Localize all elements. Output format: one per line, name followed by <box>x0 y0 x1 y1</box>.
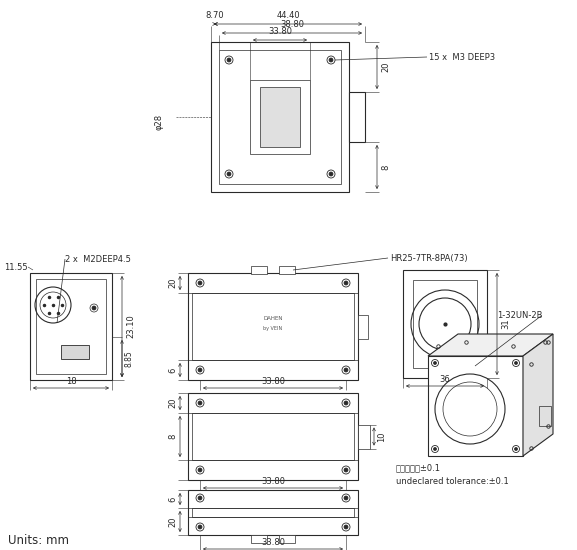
Text: DAHEN: DAHEN <box>263 316 283 321</box>
Circle shape <box>227 172 231 176</box>
Polygon shape <box>428 334 553 356</box>
Text: 23.10: 23.10 <box>126 315 135 338</box>
Circle shape <box>198 401 202 405</box>
Text: 8.85: 8.85 <box>124 350 133 367</box>
Bar <box>413 280 477 368</box>
Circle shape <box>433 361 436 365</box>
Circle shape <box>344 368 348 372</box>
Bar <box>192 508 354 517</box>
Circle shape <box>329 172 333 176</box>
Bar <box>192 293 354 360</box>
Text: undeclared tolerance:±0.1: undeclared tolerance:±0.1 <box>396 477 509 487</box>
Bar <box>403 270 487 378</box>
Text: 20: 20 <box>168 278 177 288</box>
Bar <box>211 42 349 192</box>
Circle shape <box>344 281 348 285</box>
Bar <box>251 535 267 543</box>
Circle shape <box>515 448 518 450</box>
Bar <box>358 315 368 338</box>
Bar <box>539 406 551 426</box>
Bar <box>349 92 365 142</box>
Bar <box>428 356 523 456</box>
Text: 8: 8 <box>168 434 177 439</box>
Bar <box>188 393 358 480</box>
Text: 33.80: 33.80 <box>261 477 285 486</box>
Text: 10: 10 <box>377 431 386 442</box>
Circle shape <box>329 58 333 62</box>
Circle shape <box>198 468 202 472</box>
Text: 20: 20 <box>168 398 177 408</box>
Circle shape <box>344 468 348 472</box>
Text: 20: 20 <box>168 516 177 527</box>
Text: 2 x  M2DEEP4.5: 2 x M2DEEP4.5 <box>65 255 131 263</box>
Bar <box>279 266 295 274</box>
Text: 6: 6 <box>168 496 177 502</box>
Bar <box>188 490 358 535</box>
Circle shape <box>198 281 202 285</box>
Text: 8.70: 8.70 <box>205 11 224 20</box>
Text: 6: 6 <box>168 367 177 373</box>
Circle shape <box>92 306 96 310</box>
Bar <box>192 413 354 460</box>
Circle shape <box>227 58 231 62</box>
Circle shape <box>433 448 436 450</box>
Text: 38.80: 38.80 <box>280 20 304 29</box>
Text: 11.55: 11.55 <box>5 262 28 272</box>
Bar <box>219 50 341 184</box>
Bar <box>250 80 310 154</box>
Text: 31: 31 <box>501 318 510 329</box>
Circle shape <box>198 496 202 500</box>
Bar <box>251 266 267 274</box>
Bar <box>188 273 358 380</box>
Text: HR25-7TR-8PA(73): HR25-7TR-8PA(73) <box>390 254 467 262</box>
Polygon shape <box>523 334 553 456</box>
Circle shape <box>198 368 202 372</box>
Text: 33.80: 33.80 <box>268 27 292 36</box>
Text: 36: 36 <box>440 375 451 384</box>
Text: 15 x  M3 DEEP3: 15 x M3 DEEP3 <box>429 52 495 62</box>
Text: Units: mm: Units: mm <box>8 534 69 547</box>
Bar <box>260 87 300 147</box>
Text: 18: 18 <box>66 377 76 386</box>
Bar <box>30 273 112 380</box>
Bar <box>279 535 295 543</box>
Circle shape <box>344 401 348 405</box>
Circle shape <box>515 361 518 365</box>
Text: 1-32UN-2B: 1-32UN-2B <box>497 311 543 321</box>
Bar <box>358 425 370 448</box>
Circle shape <box>344 496 348 500</box>
Text: 20: 20 <box>381 62 390 72</box>
Text: 33.80: 33.80 <box>261 377 285 386</box>
Text: 8: 8 <box>381 164 390 170</box>
Circle shape <box>344 525 348 529</box>
Circle shape <box>198 525 202 529</box>
Text: by VEIN: by VEIN <box>263 326 283 331</box>
Bar <box>61 345 89 359</box>
Text: 未标注公差±0.1: 未标注公差±0.1 <box>396 464 441 472</box>
Bar <box>36 279 106 374</box>
Text: 44.40: 44.40 <box>276 11 300 20</box>
Text: 33.80: 33.80 <box>261 538 285 547</box>
Text: φ28: φ28 <box>155 114 163 130</box>
